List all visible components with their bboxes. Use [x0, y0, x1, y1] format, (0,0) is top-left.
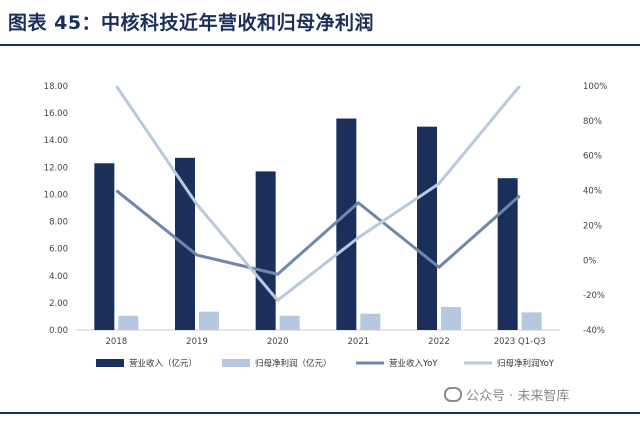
title-area: 图表 45：中核科技近年营收和归母净利润 [0, 0, 640, 46]
net-profit-bar [118, 315, 139, 330]
net-profit-yoy-line [115, 86, 521, 302]
revenue-bar [417, 126, 437, 331]
net-profit-bar [521, 312, 542, 330]
y-right-tick-label: 20% [583, 221, 602, 231]
net-profit-bar [199, 311, 219, 330]
watermark-text: 公众号 · 未来智库 [466, 389, 570, 404]
net-profit-bar [441, 306, 461, 330]
x-tick-label: 2018 [106, 337, 128, 347]
y-left-tick-label: 10.00 [44, 190, 68, 200]
y-right-tick-label: 40% [583, 187, 602, 197]
y-right-tick-label: -20% [583, 291, 605, 301]
bottom-divider [0, 412, 640, 414]
legend-net-profit-yoy-label: 归母净利润YoY [497, 358, 555, 369]
revenue-bar [255, 171, 276, 330]
legend-revenue-yoy-label: 营业收入YoY [389, 358, 438, 369]
y-left-tick-label: 0.00 [49, 326, 68, 336]
wechat-icon [444, 387, 462, 402]
y-right-tick-label: 80% [583, 117, 602, 127]
revenue-bar [497, 178, 518, 330]
x-tick-label: 2023 Q1-Q3 [494, 337, 546, 347]
y-right-tick-label: 60% [583, 152, 602, 162]
watermark: 公众号 · 未来智库 [444, 385, 569, 404]
combo-chart: 0.00 2.00 4.00 6.00 8.00 10.00 12.00 14.00 16.00… [44, 82, 608, 369]
title-divider [0, 44, 640, 46]
x-tick-label: 2022 [428, 337, 450, 347]
revenue-bar [336, 118, 357, 331]
net-profit-bar [279, 315, 300, 330]
y-left-tick-label: 18.00 [44, 82, 68, 92]
y-left-tick-label: 2.00 [49, 299, 68, 309]
y-left-tick-label: 8.00 [49, 218, 68, 228]
legend-revenue-label: 营业收入（亿元） [129, 358, 197, 369]
revenue-yoy-line [115, 189, 521, 276]
legend-net-profit-label: 归母净利润（亿元） [255, 358, 332, 369]
x-tick-label: 2020 [267, 337, 289, 347]
y-left-tick-label: 4.00 [49, 272, 68, 282]
y-left-tick-label: 14.00 [44, 136, 68, 146]
x-tick-label: 2019 [186, 337, 208, 347]
revenue-bar [94, 163, 115, 330]
y-right-tick-label: -40% [583, 326, 605, 336]
y-left-tick-label: 16.00 [44, 109, 68, 119]
y-left-tick-label: 6.00 [49, 245, 68, 255]
y-left-tick-label: 12.00 [44, 163, 68, 173]
y-right-tick-label: 0% [583, 256, 597, 266]
x-tick-label: 2021 [348, 337, 370, 347]
chart-title: 图表 45：中核科技近年营收和归母净利润 [8, 12, 375, 34]
legend-net-profit-swatch [222, 359, 250, 367]
legend-revenue-swatch [96, 359, 124, 367]
y-right-tick-label: 100% [583, 82, 607, 92]
net-profit-bar [360, 313, 381, 330]
